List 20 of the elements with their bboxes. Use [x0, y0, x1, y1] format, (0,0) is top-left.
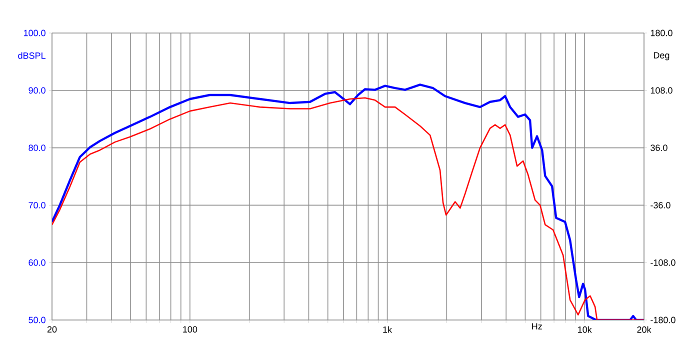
y2-tick-label: -36.0 — [650, 202, 670, 208]
x-tick-label: 10k — [578, 326, 592, 333]
y2-tick-label: 108.0 — [650, 87, 672, 94]
y-tick-label: 80.0 — [28, 144, 46, 151]
x-tick-label: 100 — [183, 326, 198, 333]
y-tick-label: 100.0 — [24, 30, 46, 36]
y2-tick-label: -108.0 — [650, 259, 676, 266]
x-tick-label: 20k — [637, 326, 652, 333]
x-tick-label: 20 — [47, 326, 57, 333]
y2-tick-label: 36.0 — [650, 144, 668, 151]
y2-axis-title: Deg — [654, 52, 670, 60]
y-axis-title: dBSPL — [18, 52, 46, 59]
x-tick-label: 1k — [383, 326, 392, 333]
y-tick-label: 50.0 — [28, 316, 46, 324]
y-tick-label: 60.0 — [28, 259, 46, 266]
y2-tick-label: 180.0 — [650, 30, 672, 36]
y2-tick-label: -180.0 — [650, 316, 676, 324]
y-tick-label: 70.0 — [28, 202, 46, 208]
y-tick-label: 90.0 — [28, 87, 46, 94]
x-axis-title: Hz — [532, 323, 542, 330]
